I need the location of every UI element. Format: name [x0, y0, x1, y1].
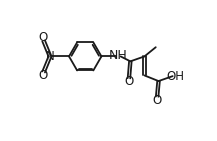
- Text: O: O: [124, 75, 134, 88]
- Text: O: O: [38, 69, 48, 82]
- Text: O: O: [153, 94, 162, 107]
- Text: NH: NH: [109, 49, 127, 62]
- Text: N: N: [46, 50, 54, 63]
- Text: O: O: [38, 31, 48, 44]
- Text: OH: OH: [166, 70, 184, 83]
